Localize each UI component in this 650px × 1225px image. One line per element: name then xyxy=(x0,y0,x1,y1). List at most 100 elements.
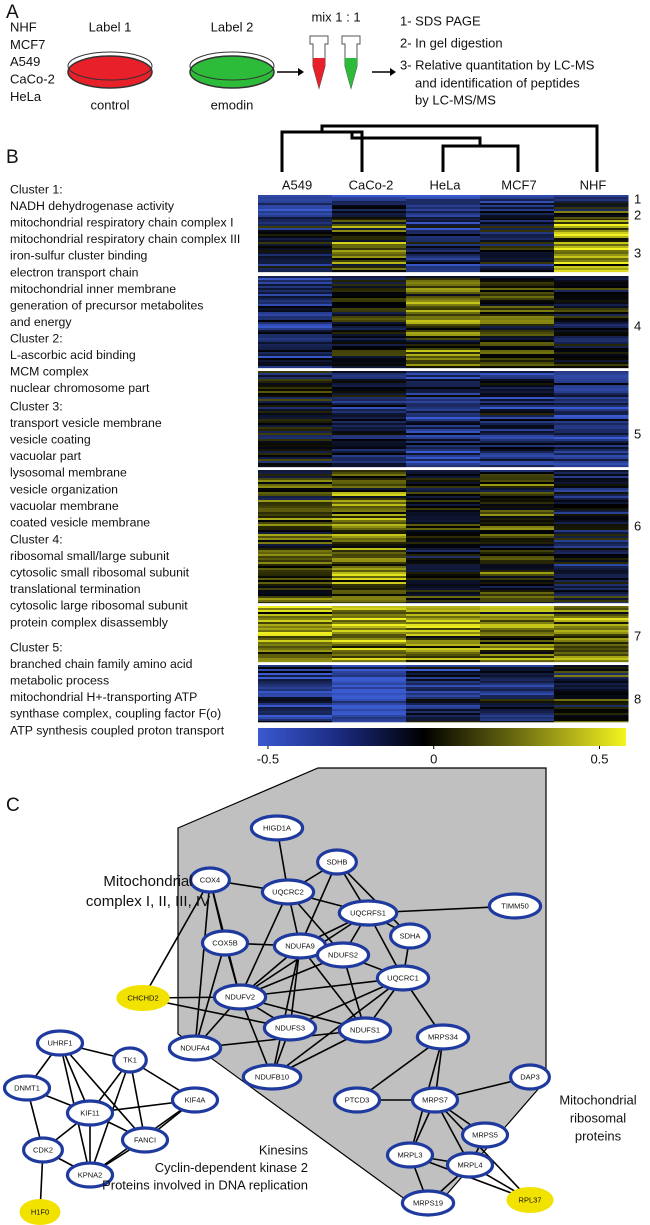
heatmap-row xyxy=(258,461,333,464)
heatmap-row xyxy=(258,596,333,599)
heatmap-row xyxy=(406,457,481,460)
heatmap-row xyxy=(480,332,555,335)
heatmap-row xyxy=(554,538,629,541)
node-shape xyxy=(35,1029,85,1057)
heatmap-row xyxy=(406,405,481,408)
node-shape xyxy=(120,1126,170,1154)
heatmap-row xyxy=(406,226,481,229)
heatmap-row xyxy=(406,427,481,430)
heatmap-row xyxy=(554,658,629,661)
heatmap-row xyxy=(332,542,407,545)
heatmap-row xyxy=(406,346,481,349)
heatmap-row xyxy=(406,375,481,378)
heatmap-row xyxy=(332,588,407,591)
heatmap-row xyxy=(332,213,407,216)
heatmap-row xyxy=(554,445,629,448)
heatmap-row xyxy=(258,389,333,392)
heatmap-row xyxy=(406,445,481,448)
heatmap-row xyxy=(258,616,333,619)
heatmap-row xyxy=(554,421,629,424)
heatmap-row xyxy=(480,640,555,643)
heatmap-row xyxy=(258,377,333,380)
go-term: cytosolic small ribosomal subunit xyxy=(10,565,190,579)
node-label: KIF11 xyxy=(80,1108,99,1117)
heatmap-row xyxy=(554,336,629,339)
heatmap-row xyxy=(406,336,481,339)
arrow-head xyxy=(390,68,396,76)
node-label: DNMT1 xyxy=(14,1083,40,1092)
heatmap-row xyxy=(406,654,481,657)
heatmap-row xyxy=(406,691,481,694)
heatmap-row xyxy=(258,667,333,670)
heatmap-row xyxy=(554,648,629,651)
go-term: electron transport chain xyxy=(10,265,139,279)
heatmap-row xyxy=(258,238,333,241)
heatmap-row xyxy=(406,544,481,547)
heatmap-row xyxy=(406,371,481,374)
dish-red xyxy=(67,55,153,89)
heatmap-row xyxy=(480,488,555,491)
heatmap-row xyxy=(332,459,407,462)
heatmap-row xyxy=(554,675,629,678)
column-label: A549 xyxy=(282,177,312,192)
tube-content-red xyxy=(313,58,325,88)
heatmap-row xyxy=(258,568,333,571)
go-term: mitochondrial H+-transporting ATP xyxy=(10,690,197,704)
heatmap-row xyxy=(332,560,407,563)
heatmap-row xyxy=(258,687,333,690)
heatmap-row xyxy=(480,494,555,497)
heatmap-row xyxy=(480,431,555,434)
heatmap-row xyxy=(406,459,481,462)
cluster-title: Cluster 5: xyxy=(10,640,63,654)
network-edge xyxy=(194,879,211,1049)
network-node: NDUFS3 xyxy=(262,1014,318,1042)
heatmap-row xyxy=(406,411,481,414)
cell-line: A549 xyxy=(10,54,40,69)
heatmap-row xyxy=(332,328,407,331)
network-node: KPNA2 xyxy=(65,1161,115,1189)
heatmap-row xyxy=(258,612,333,615)
heatmap-row xyxy=(332,518,407,521)
heatmap-row xyxy=(258,308,333,311)
heatmap-row xyxy=(406,510,481,513)
heatmap-row xyxy=(480,304,555,307)
heatmap-row xyxy=(480,399,555,402)
heatmap-row xyxy=(406,310,481,313)
heatmap-row xyxy=(332,638,407,641)
heatmap-row xyxy=(406,502,481,505)
heatmap-row xyxy=(406,592,481,595)
heatmap-row xyxy=(258,669,333,672)
heatmap-row xyxy=(332,654,407,657)
heatmap-row xyxy=(480,409,555,412)
heatmap-row xyxy=(480,445,555,448)
heatmap-row xyxy=(332,630,407,633)
heatmap-row xyxy=(480,413,555,416)
heatmap-row xyxy=(554,677,629,680)
heatmap-row xyxy=(258,685,333,688)
heatmap-row xyxy=(480,705,555,708)
heatmap-row xyxy=(406,660,481,663)
heatmap-row xyxy=(332,205,407,208)
heatmap-row xyxy=(258,240,333,243)
go-term: ATP synthesis coupled proton transport xyxy=(10,723,225,737)
heatmap-row xyxy=(554,693,629,696)
heatmap-row xyxy=(332,266,407,269)
heatmap-row xyxy=(554,260,629,263)
heatmap-row xyxy=(554,665,629,668)
heatmap-row xyxy=(332,546,407,549)
heatmap-row xyxy=(480,222,555,225)
heatmap-row xyxy=(406,506,481,509)
heatmap-row xyxy=(332,429,407,432)
heatmap-row xyxy=(332,500,407,503)
heatmap-row xyxy=(554,540,629,543)
heatmap-row xyxy=(332,703,407,706)
heatmap-row xyxy=(406,552,481,555)
node-label: COX4 xyxy=(200,875,220,884)
heatmap-row xyxy=(406,494,481,497)
heatmap-row xyxy=(554,673,629,676)
heatmap-row xyxy=(332,652,407,655)
node-shape xyxy=(189,866,232,894)
heatmap-row xyxy=(258,312,333,315)
heatmap-row xyxy=(480,219,555,221)
